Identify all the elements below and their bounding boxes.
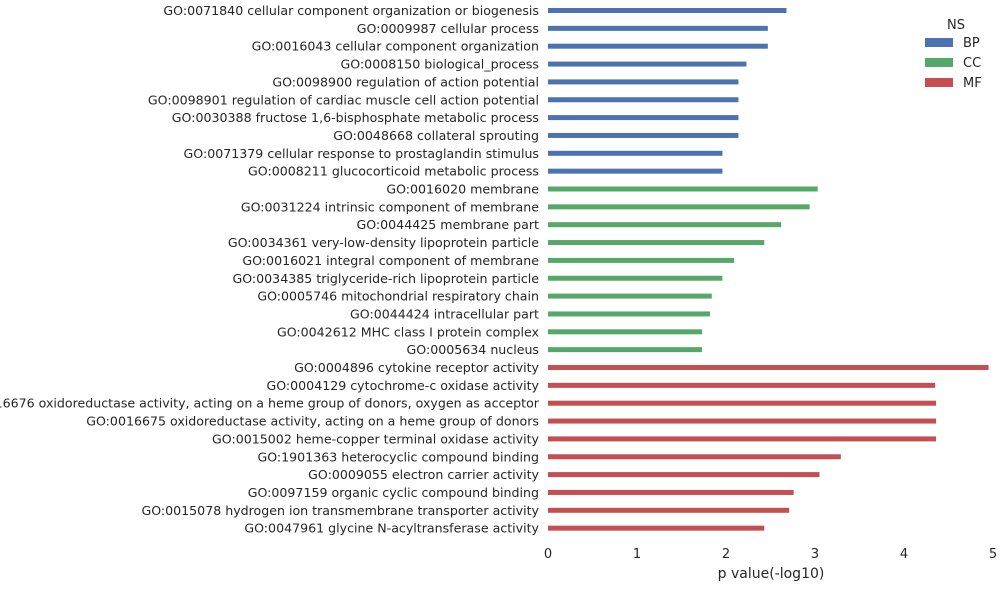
category-label: GO:0016020 membrane [386,182,539,197]
category-label: GO:0015002 heme-copper terminal oxidase … [212,431,539,446]
legend-label: BP [963,36,980,51]
bar [548,329,702,335]
category-label: GO:0044424 intracellular part [350,306,539,321]
bar [548,150,723,156]
bar [548,507,790,513]
category-label: GO:0008211 glucocorticoid metabolic proc… [248,164,539,179]
legend-swatch [925,58,953,67]
bar [548,79,739,85]
category-label: GO:0030388 fructose 1,6-bisphosphate met… [172,110,539,125]
category-label: GO:0097159 organic cyclic compound bindi… [248,485,539,500]
legend-swatch [925,38,953,47]
legend-swatch [925,78,953,87]
bar [548,525,765,531]
bar [548,293,712,299]
bar [548,204,810,210]
bar [548,489,794,495]
category-label: GO:0098901 regulation of cardiac muscle … [148,92,539,107]
category-label: GO:0034361 very-low-density lipoprotein … [228,235,539,250]
x-tick-label: 4 [900,547,908,562]
legend-label: CC [963,56,981,71]
bar [548,8,787,13]
category-label: GO:0008150 biological_process [340,57,539,72]
bar [548,400,937,406]
category-label: GO:0048668 collateral sprouting [333,128,539,143]
bar [548,454,841,460]
category-label: GO:0071840 cellular component organizati… [163,3,539,18]
x-axis-ticks: 0 1 2 3 4 5 [544,547,997,562]
bar [548,25,768,31]
category-label: GO:0016043 cellular component organizati… [252,39,539,54]
bar [548,61,747,67]
category-label: GO:0016675 oxidoreductase activity, acti… [86,414,539,429]
bar [548,97,739,103]
bar [548,418,937,424]
bar [548,132,739,138]
legend: NS BP CC MF [925,18,982,91]
category-label: GO:0015078 hydrogen ion transmembrane tr… [141,503,539,518]
category-label: GO:0005634 nucleus [407,342,539,357]
bar [548,222,782,228]
category-labels: GO:0071840 cellular component organizati… [0,3,540,536]
bar [548,382,936,388]
bar [548,275,723,281]
category-label: GO:0009987 cellular process [357,21,539,36]
category-label: GO:0044425 membrane part [356,217,539,232]
bar [548,240,765,246]
category-label: GO:0016021 integral component of membran… [242,253,539,268]
category-label: GO:0016676 oxidoreductase activity, acti… [0,396,540,411]
x-tick-label: 5 [989,547,997,562]
bars-layer [548,8,989,531]
bar [548,168,723,174]
bar [548,43,768,49]
bar [548,257,735,263]
category-label: GO:1901363 heterocyclic compound binding [257,449,539,464]
x-tick-label: 2 [722,547,730,562]
bar [548,186,818,192]
bar [548,436,937,442]
category-label: GO:0009055 electron carrier activity [308,467,539,482]
category-label: GO:0031224 intrinsic component of membra… [241,199,539,214]
category-label: GO:0004896 cytokine receptor activity [294,360,539,375]
legend-label: MF [963,76,982,91]
bar [548,115,739,121]
bar [548,472,820,478]
x-tick-label: 0 [544,547,552,562]
legend-title: NS [947,18,965,33]
x-tick-label: 3 [811,547,819,562]
category-label: GO:0004129 cytochrome-c oxidase activity [266,378,539,393]
bar [548,365,989,370]
x-axis-label: p value(-log10) [718,566,825,582]
category-label: GO:0047961 glycine N-acyltransferase act… [244,521,539,536]
bar [548,311,710,317]
category-label: GO:0071379 cellular response to prostagl… [184,146,539,161]
category-label: GO:0005746 mitochondrial respiratory cha… [257,289,539,304]
category-label: GO:0042612 MHC class I protein complex [277,324,540,339]
category-label: GO:0098900 regulation of action potentia… [272,74,539,89]
x-tick-label: 1 [633,547,641,562]
bar [548,347,702,353]
category-label: GO:0034385 triglyceride-rich lipoprotein… [232,271,539,286]
